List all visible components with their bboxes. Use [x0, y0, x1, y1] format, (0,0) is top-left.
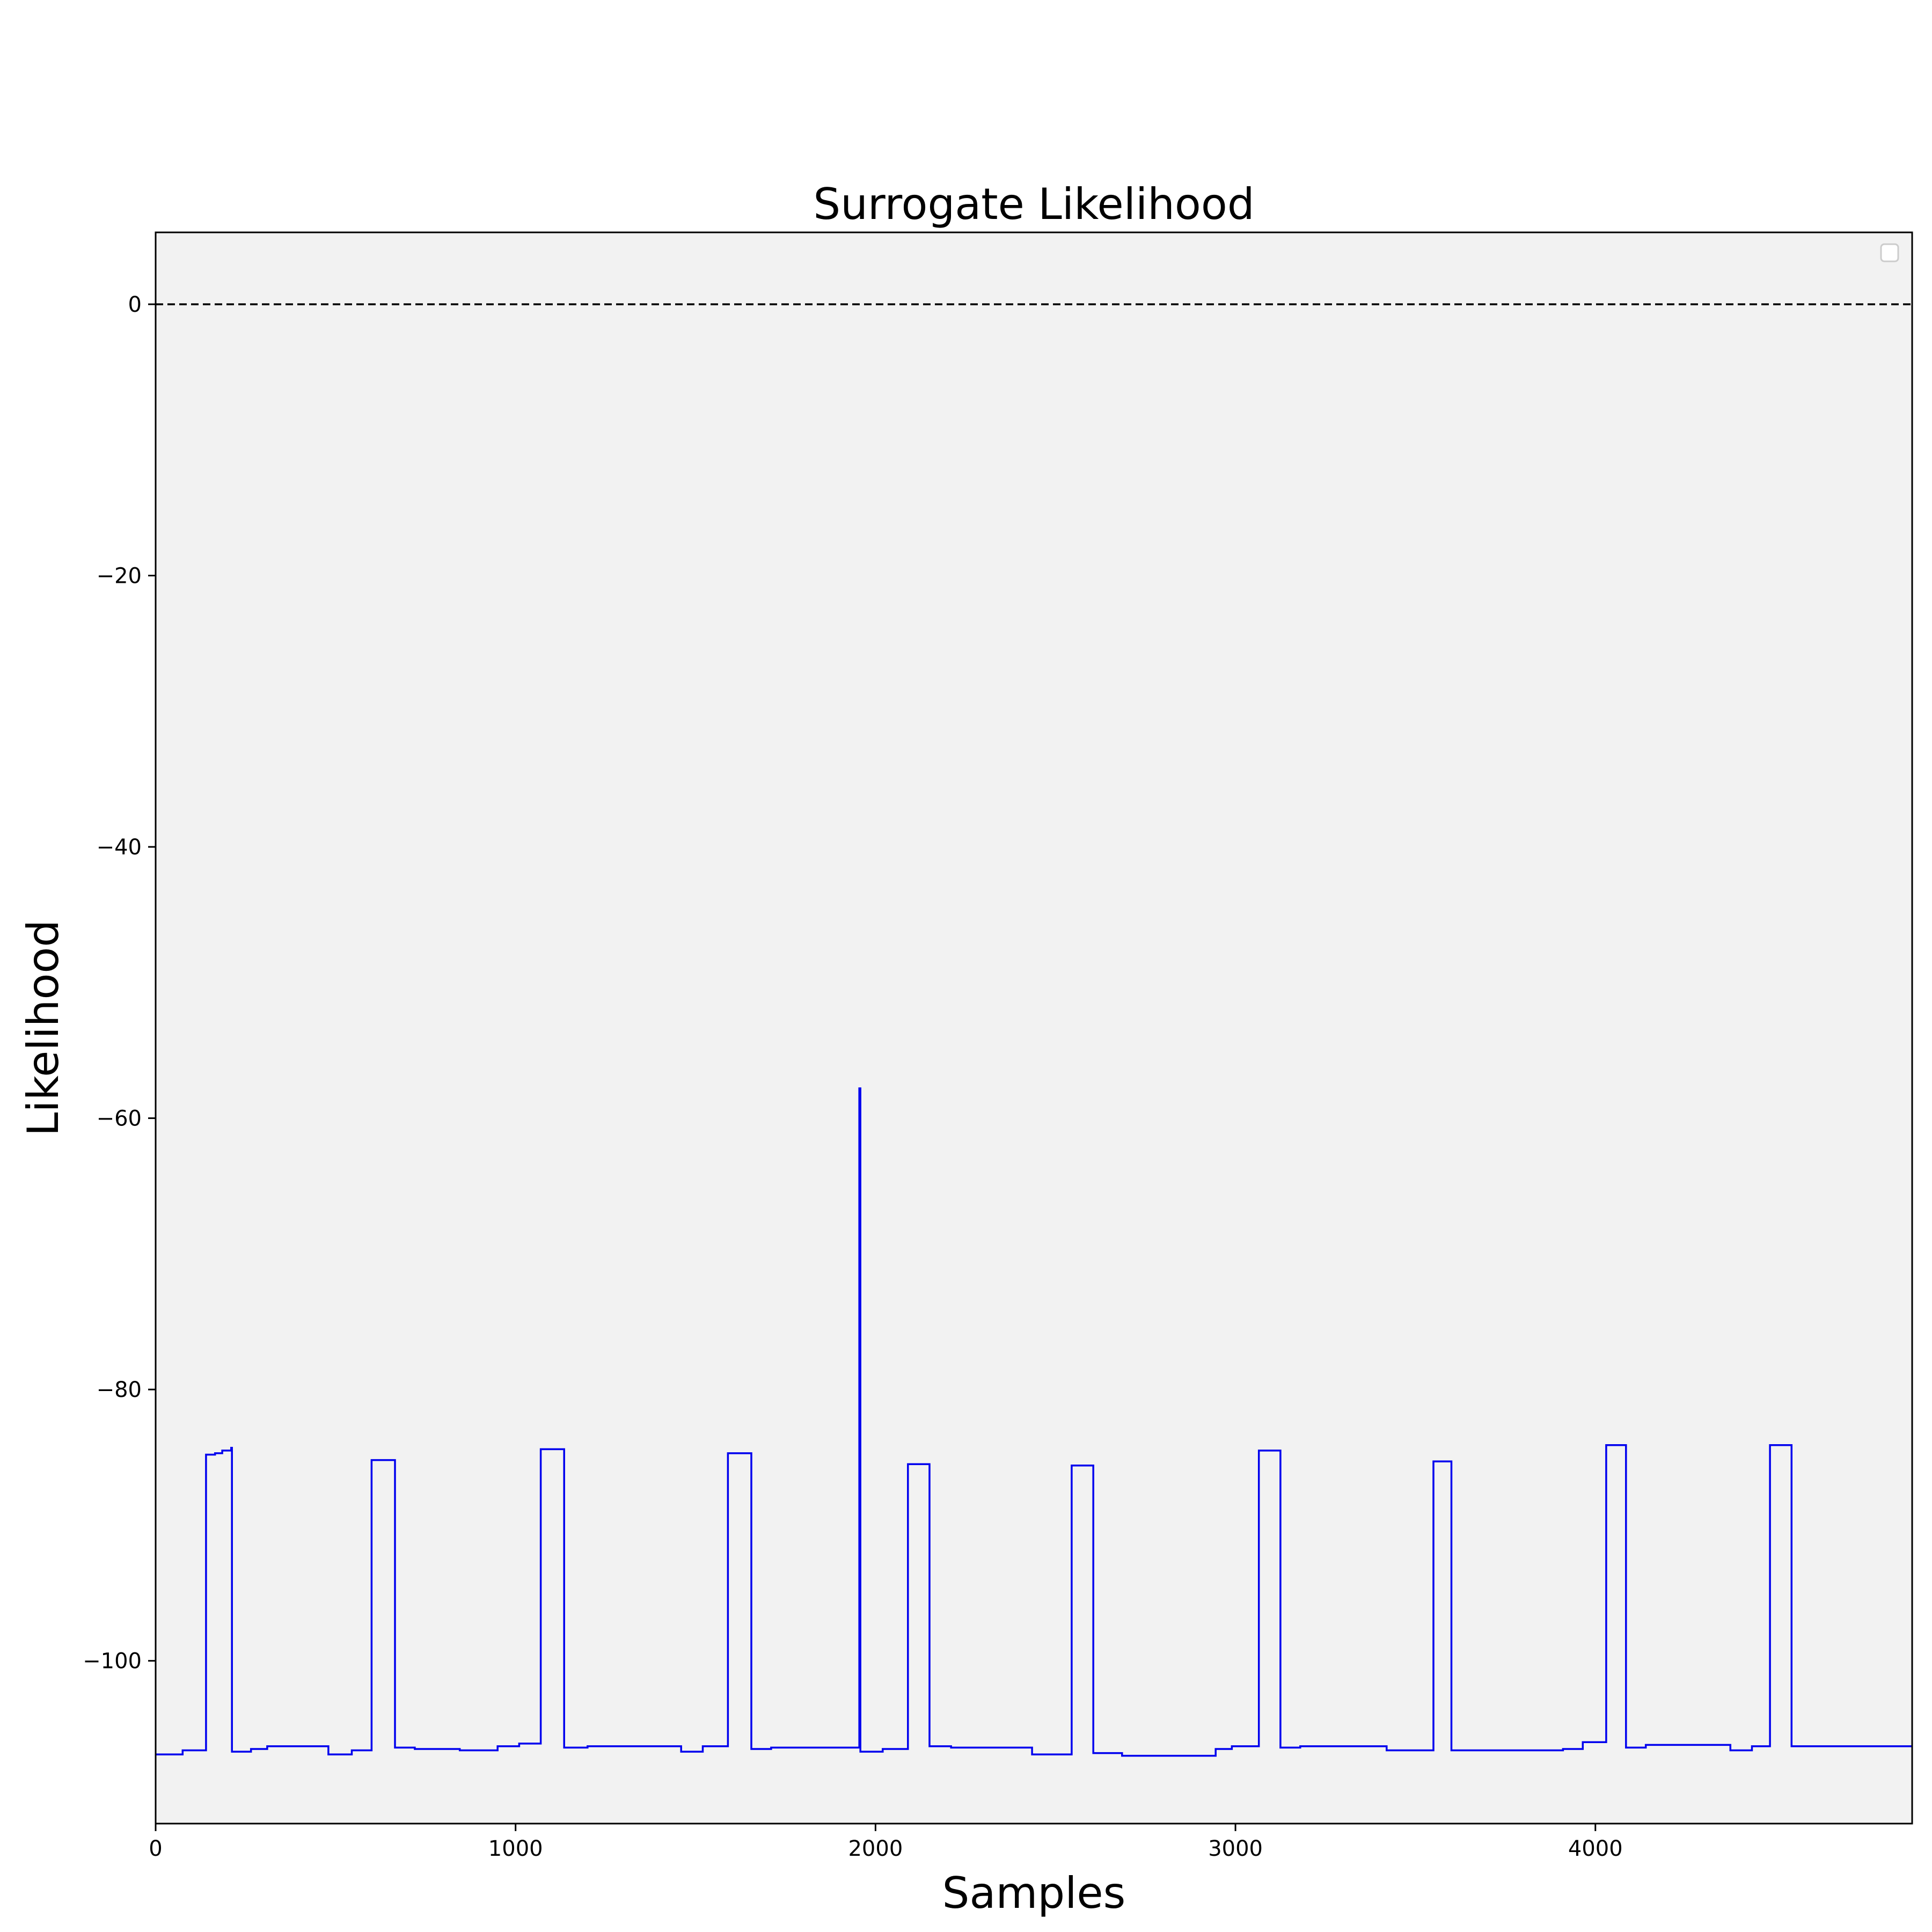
y-tick-label: −100	[83, 1649, 142, 1674]
x-tick-label: 1000	[488, 1836, 543, 1861]
legend-box	[1880, 243, 1899, 262]
y-tick-label: −20	[97, 564, 142, 589]
x-axis-label: Samples	[942, 1868, 1126, 1918]
plot-area	[156, 232, 1912, 1824]
y-tick-label: 0	[128, 292, 142, 317]
y-axis-label: Likelihood	[18, 920, 68, 1136]
y-tick-label: −40	[97, 835, 142, 860]
x-tick-label: 2000	[848, 1836, 903, 1861]
series-line-0	[156, 1087, 1912, 1757]
x-tick-label: 3000	[1208, 1836, 1263, 1861]
chart-title: Surrogate Likelihood	[813, 179, 1254, 229]
plot-frame	[155, 231, 1913, 1825]
y-tick-label: −80	[97, 1378, 142, 1402]
x-tick-label: 4000	[1568, 1836, 1623, 1861]
x-tick-label: 0	[149, 1836, 162, 1861]
y-tick-label: −60	[97, 1107, 142, 1131]
